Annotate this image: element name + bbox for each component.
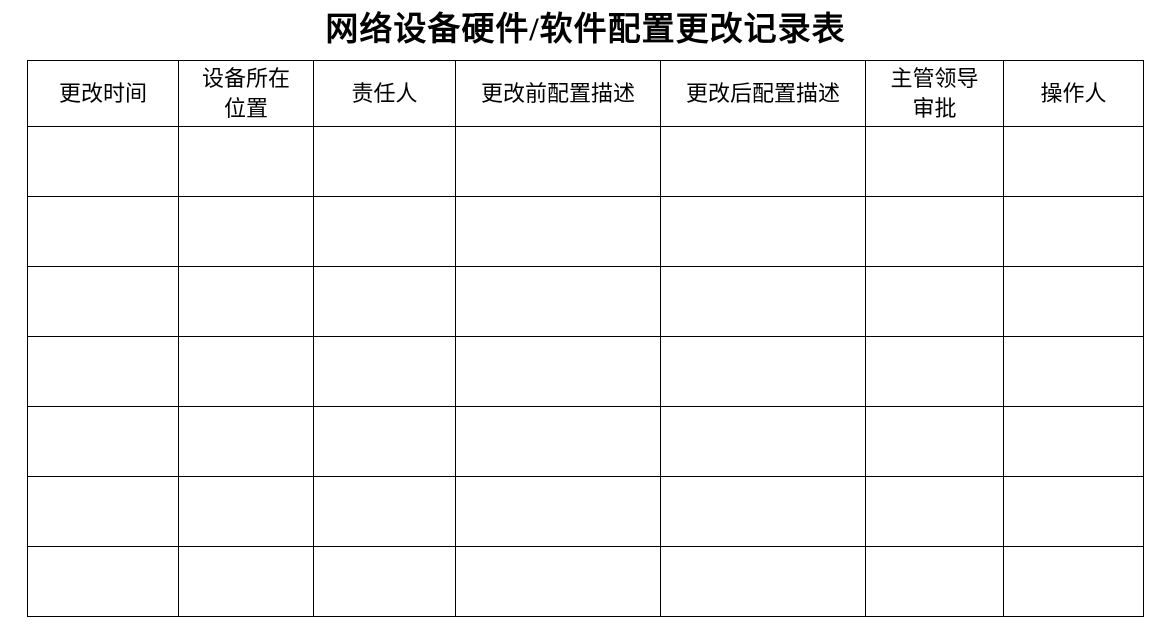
table-cell[interactable]: [1003, 476, 1144, 547]
table-cell[interactable]: [27, 266, 179, 337]
config-change-record-table: 更改时间 设备所在 位置 责任人 更改前配置描述 更改后配置描述 主管领导 审批 操作人: [27, 60, 1144, 617]
table-cell[interactable]: [27, 406, 179, 477]
table-cell[interactable]: [865, 196, 1004, 267]
table-cell[interactable]: [660, 196, 866, 267]
table-cell[interactable]: [865, 126, 1004, 197]
table-cell[interactable]: [455, 546, 661, 617]
table-header-cell-1: 设备所在 位置: [178, 60, 314, 127]
table-header-cell-6: 操作人: [1003, 60, 1144, 127]
table-header-cell-4: 更改后配置描述: [660, 60, 866, 127]
table-cell[interactable]: [313, 406, 456, 477]
table-cell[interactable]: [313, 476, 456, 547]
table-cell[interactable]: [660, 546, 866, 617]
table-cell[interactable]: [178, 126, 314, 197]
table-cell[interactable]: [313, 196, 456, 267]
table-cell[interactable]: [313, 546, 456, 617]
table-cell[interactable]: [865, 406, 1004, 477]
table-header-cell-5: 主管领导 审批: [865, 60, 1004, 127]
table-header-cell-2: 责任人: [313, 60, 456, 127]
table-cell[interactable]: [865, 336, 1004, 407]
table-cell[interactable]: [1003, 406, 1144, 477]
table-cell[interactable]: [27, 126, 179, 197]
table-row: [27, 196, 1144, 267]
table-cell[interactable]: [1003, 546, 1144, 617]
table-cell[interactable]: [660, 266, 866, 337]
table-cell[interactable]: [455, 266, 661, 337]
table-cell[interactable]: [865, 476, 1004, 547]
table-cell[interactable]: [178, 406, 314, 477]
table-header: 更改时间 设备所在 位置 责任人 更改前配置描述 更改后配置描述 主管领导 审批 操作人: [27, 60, 1144, 127]
table-cell[interactable]: [27, 476, 179, 547]
table-cell[interactable]: [455, 126, 661, 197]
table-cell[interactable]: [455, 406, 661, 477]
table-cell[interactable]: [1003, 266, 1144, 337]
table-cell[interactable]: [27, 196, 179, 267]
table-header-row: 更改时间 设备所在 位置 责任人 更改前配置描述 更改后配置描述 主管领导 审批 操作人: [27, 60, 1144, 127]
table-row: [27, 336, 1144, 407]
table-row: [27, 266, 1144, 337]
table-cell[interactable]: [178, 196, 314, 267]
table-cell[interactable]: [660, 406, 866, 477]
table-cell[interactable]: [660, 336, 866, 407]
table-cell[interactable]: [865, 546, 1004, 617]
table-cell[interactable]: [313, 266, 456, 337]
table-cell[interactable]: [1003, 336, 1144, 407]
table-cell[interactable]: [660, 476, 866, 547]
table-cell[interactable]: [178, 266, 314, 337]
table-body: [27, 126, 1144, 617]
table-cell[interactable]: [1003, 196, 1144, 267]
table-cell[interactable]: [455, 476, 661, 547]
table-cell[interactable]: [455, 336, 661, 407]
table-cell[interactable]: [660, 126, 866, 197]
table-header-cell-3: 更改前配置描述: [455, 60, 661, 127]
table-row: [27, 546, 1144, 617]
table-cell[interactable]: [178, 336, 314, 407]
table-row: [27, 406, 1144, 477]
table-cell[interactable]: [178, 546, 314, 617]
table-row: [27, 126, 1144, 197]
table-cell[interactable]: [313, 336, 456, 407]
table-row: [27, 476, 1144, 547]
table-cell[interactable]: [178, 476, 314, 547]
table-cell[interactable]: [313, 126, 456, 197]
table-cell[interactable]: [27, 336, 179, 407]
table-header-cell-0: 更改时间: [27, 60, 179, 127]
table-cell[interactable]: [865, 266, 1004, 337]
table-cell[interactable]: [27, 546, 179, 617]
table-cell[interactable]: [455, 196, 661, 267]
page-title: 网络设备硬件/软件配置更改记录表: [325, 12, 846, 48]
table-cell[interactable]: [1003, 126, 1144, 197]
